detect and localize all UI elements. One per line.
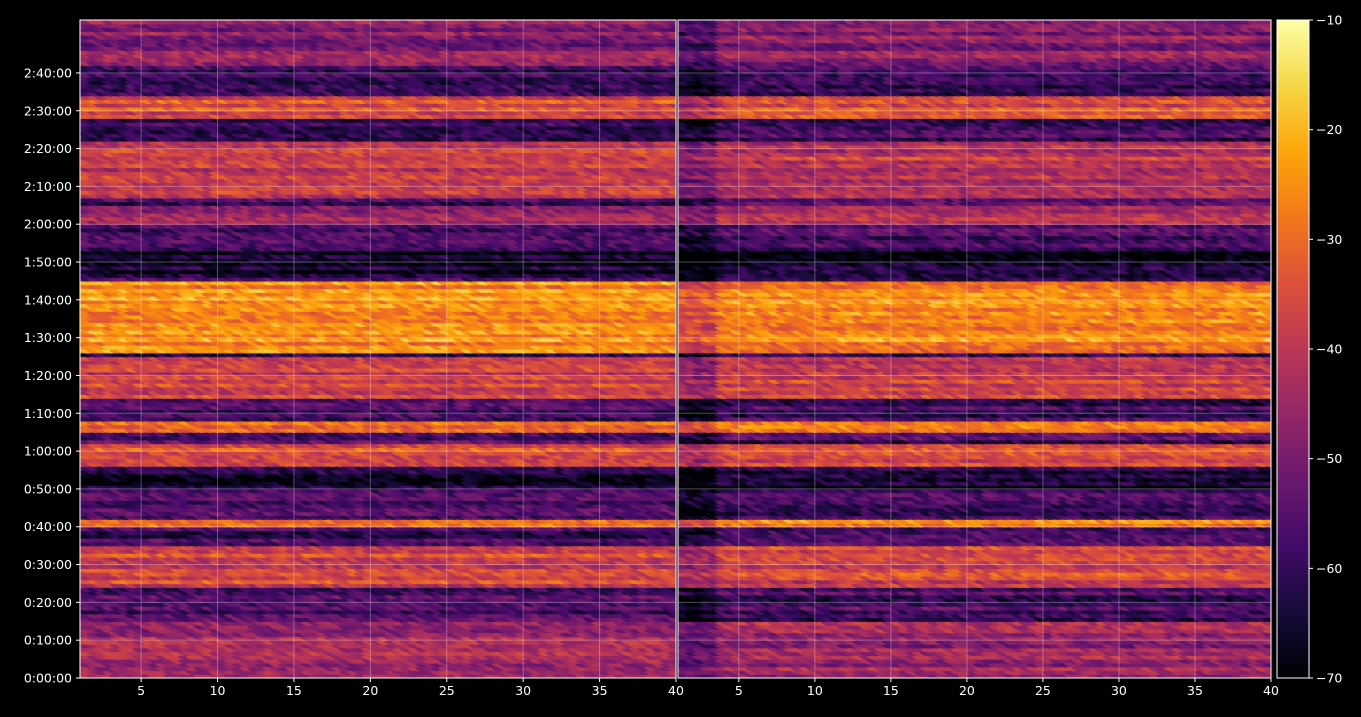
heatmap-cells-left [71,15,685,682]
heatmap-panel-left: 5 10 15 20 25 30 35 40 0:00:000:10:000:20:000:3… [24,15,685,698]
